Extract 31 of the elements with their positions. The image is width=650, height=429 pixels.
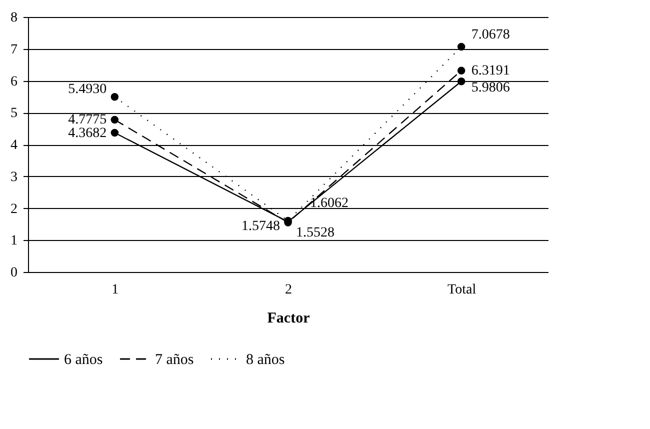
y-tick-label: 6 xyxy=(10,74,18,90)
point xyxy=(110,116,119,124)
data-label: 1.5748 xyxy=(242,218,280,234)
x-tick-label: 1 xyxy=(112,282,119,298)
data-label: 1.5528 xyxy=(296,226,334,241)
x-tick-label: 2 xyxy=(285,282,292,298)
data-label: 6.3191 xyxy=(471,64,510,79)
legend-label: 8 años xyxy=(246,352,285,368)
y-tick-label: 7 xyxy=(10,42,18,58)
y-tick-label: 8 xyxy=(10,10,18,26)
y-tick-label: 3 xyxy=(10,170,18,185)
y-tick-label: 1 xyxy=(10,234,18,249)
data-label: 7.0678 xyxy=(471,28,510,43)
y-tick-label: 0 xyxy=(10,266,18,280)
data-label: 5.4930 xyxy=(68,82,107,97)
legend-label: 6 años xyxy=(64,352,103,368)
data-label: 5.9806 xyxy=(471,80,510,96)
point xyxy=(110,93,119,101)
y-tick-label: 5 xyxy=(10,106,18,122)
x-axis-title: Factor xyxy=(267,310,310,326)
point xyxy=(110,128,119,137)
y-tick-label: 2 xyxy=(10,202,18,217)
x-tick-label: Total xyxy=(448,282,476,298)
y-tick-label: 4 xyxy=(10,138,18,153)
data-label: 4.3682 xyxy=(68,126,107,141)
data-label: 4.7775 xyxy=(68,112,107,128)
legend-label: 7 años xyxy=(155,352,194,368)
point xyxy=(457,66,466,74)
data-label: 1.6062 xyxy=(310,196,348,211)
point xyxy=(457,42,466,51)
point xyxy=(457,78,466,86)
